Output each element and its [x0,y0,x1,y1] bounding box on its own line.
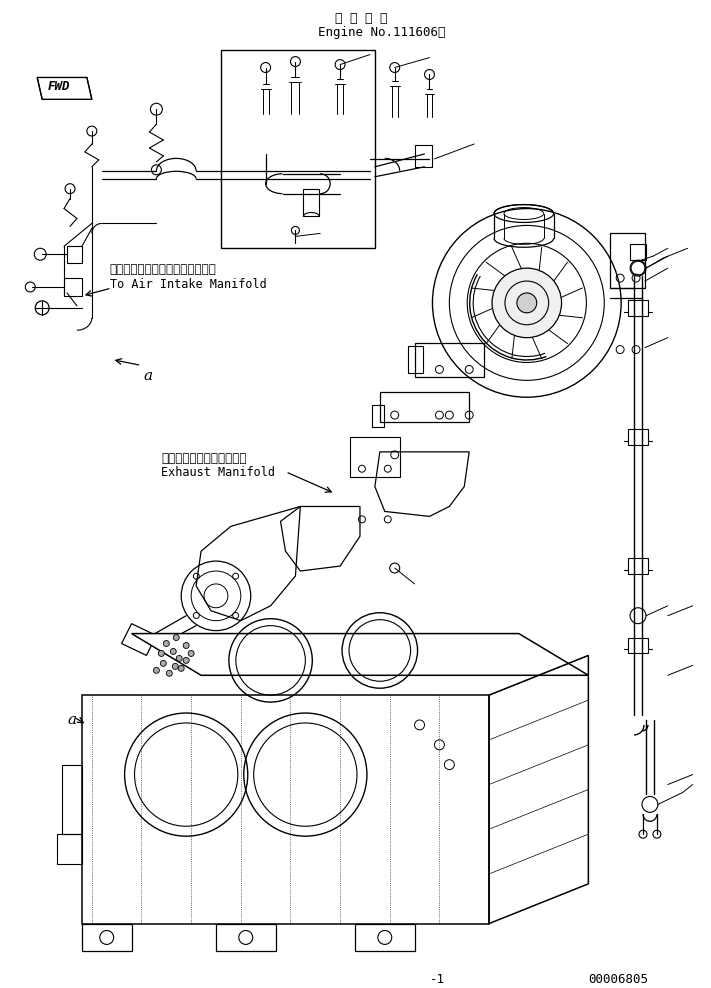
Text: a: a [144,370,153,383]
Circle shape [161,660,166,666]
Circle shape [172,663,178,669]
Circle shape [183,657,189,663]
Text: エアーインテークマニホールドへ: エアーインテークマニホールドへ [109,263,217,277]
Circle shape [183,642,189,648]
Circle shape [171,648,176,654]
Text: 適 用 号 機: 適 用 号 機 [335,12,387,25]
Bar [407,346,422,373]
Bar [304,189,319,216]
Circle shape [188,650,194,656]
Bar [415,145,432,167]
Circle shape [176,655,182,661]
Bar [630,244,646,260]
Text: FWD: FWD [48,80,70,93]
Text: a: a [67,713,76,727]
Bar [221,49,375,248]
Circle shape [166,670,172,676]
Text: -1: -1 [429,973,444,986]
Circle shape [492,268,562,338]
Bar [415,343,484,377]
Circle shape [173,634,179,640]
Bar [628,429,648,445]
Circle shape [178,665,184,671]
Bar [628,300,648,316]
Circle shape [154,667,159,673]
Bar [350,437,400,476]
Text: エキゾーストマニホールド: エキゾーストマニホールド [161,452,247,464]
Text: 00006805: 00006805 [589,973,648,986]
Text: To Air Intake Manifold: To Air Intake Manifold [109,278,267,291]
Text: Engine No.111606～: Engine No.111606～ [319,26,446,39]
Circle shape [517,293,537,313]
Polygon shape [132,633,589,675]
Bar [610,233,645,288]
Bar [372,405,384,427]
Bar [380,392,469,422]
Text: Exhaust Manifold: Exhaust Manifold [161,465,275,479]
Bar [628,558,648,574]
Bar [628,637,648,653]
Circle shape [159,650,164,656]
Circle shape [164,640,169,646]
